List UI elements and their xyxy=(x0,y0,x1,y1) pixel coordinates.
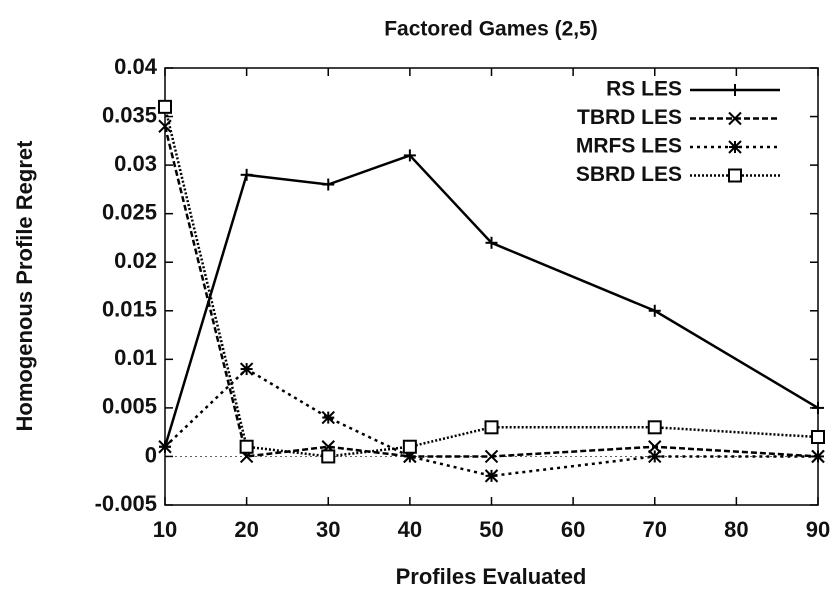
x-tick-label: 90 xyxy=(806,517,830,542)
marker xyxy=(812,401,824,414)
marker xyxy=(322,178,335,191)
plot-frame xyxy=(164,67,819,506)
y-axis-label: Homogenous Profile Regret xyxy=(12,140,37,432)
x-tick-label: 70 xyxy=(643,517,667,542)
marker-part xyxy=(239,439,254,454)
marker xyxy=(484,420,499,435)
x-tick-label: 20 xyxy=(234,517,258,542)
y-tick-label: 0 xyxy=(145,442,157,467)
marker xyxy=(728,111,742,126)
marker xyxy=(240,168,253,181)
marker xyxy=(648,304,661,317)
y-tick-label: -0.005 xyxy=(95,491,157,516)
x-tick-label: 10 xyxy=(153,517,177,542)
marker xyxy=(239,362,254,376)
marker-part xyxy=(402,439,417,454)
marker xyxy=(484,449,499,464)
x-axis-label: Profiles Evaluated xyxy=(396,564,587,589)
marker xyxy=(728,140,742,154)
marker xyxy=(648,440,662,454)
x-tick-label: 50 xyxy=(479,517,503,542)
marker-part xyxy=(321,410,335,425)
marker xyxy=(811,449,825,464)
legend-label: RS LES xyxy=(606,78,682,101)
y-tick-label: 0.03 xyxy=(114,151,157,176)
marker xyxy=(485,236,498,249)
marker xyxy=(158,99,172,114)
marker-part xyxy=(158,440,172,454)
marker xyxy=(811,430,825,445)
marker xyxy=(403,149,416,162)
marker-part xyxy=(484,449,499,464)
marker-part xyxy=(647,420,662,435)
x-tick-label: 60 xyxy=(561,517,585,542)
legend-label: SBRD LES xyxy=(576,163,682,186)
legend-label: TBRD LES xyxy=(577,106,682,129)
marker-part xyxy=(484,469,499,483)
marker xyxy=(729,84,741,96)
marker-part xyxy=(158,99,172,114)
marker-part xyxy=(728,168,742,183)
y-tick-label: 0.025 xyxy=(102,199,157,224)
marker xyxy=(484,469,499,483)
marker xyxy=(728,168,742,183)
chart-title: Factored Games (2,5) xyxy=(384,18,598,41)
marker-part xyxy=(728,140,742,154)
y-tick-label: 0.005 xyxy=(102,394,157,419)
y-tick-label: 0.02 xyxy=(114,248,157,273)
marker xyxy=(321,410,335,425)
marker-part xyxy=(484,420,499,435)
series-line xyxy=(163,153,819,448)
y-tick-label: 0.015 xyxy=(102,297,157,322)
x-tick-label: 40 xyxy=(398,517,422,542)
x-tick-label: 80 xyxy=(724,517,748,542)
y-tick-label: 0.01 xyxy=(114,345,157,370)
marker-part xyxy=(648,440,662,454)
marker-part xyxy=(321,449,336,464)
marker-part xyxy=(728,111,742,126)
marker-part xyxy=(811,449,825,464)
marker xyxy=(647,420,662,435)
marker-part xyxy=(158,119,172,133)
marker xyxy=(239,439,254,454)
legend-label: MRFS LES xyxy=(576,135,682,158)
marker xyxy=(158,440,172,454)
marker xyxy=(648,449,662,464)
marker xyxy=(402,439,417,454)
y-tick-label: 0.04 xyxy=(114,54,158,79)
marker-part xyxy=(811,430,825,445)
x-tick-label: 30 xyxy=(316,517,340,542)
marker-part xyxy=(239,362,254,376)
y-tick-label: 0.035 xyxy=(102,102,157,127)
marker xyxy=(158,119,172,133)
series-line xyxy=(163,106,819,458)
marker xyxy=(321,449,336,464)
marker-part xyxy=(648,449,662,464)
